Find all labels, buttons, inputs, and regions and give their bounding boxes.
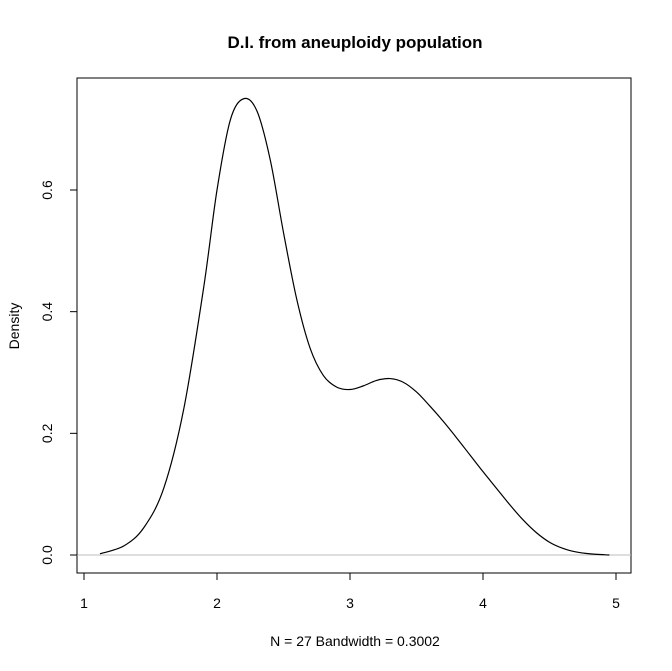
y-tick-label: 0.4 xyxy=(39,302,55,322)
chart-title: D.I. from aneuploidy population xyxy=(228,33,483,52)
x-tick-label: 2 xyxy=(213,595,221,611)
x-tick-label: 4 xyxy=(479,595,487,611)
x-tick-label: 1 xyxy=(80,595,88,611)
y-tick-label: 0.2 xyxy=(39,423,55,443)
x-axis: 1 2 3 4 5 xyxy=(80,572,620,611)
y-axis: 0.0 0.2 0.4 0.6 xyxy=(39,180,78,565)
density-curve xyxy=(99,97,610,556)
y-axis-label: Density xyxy=(6,303,22,350)
x-axis-label: N = 27 Bandwidth = 0.3002 xyxy=(270,633,440,649)
y-tick-label: 0.6 xyxy=(39,180,55,200)
y-tick-label: 0.0 xyxy=(39,545,55,565)
x-tick-label: 5 xyxy=(612,595,620,611)
x-tick-label: 3 xyxy=(346,595,354,611)
